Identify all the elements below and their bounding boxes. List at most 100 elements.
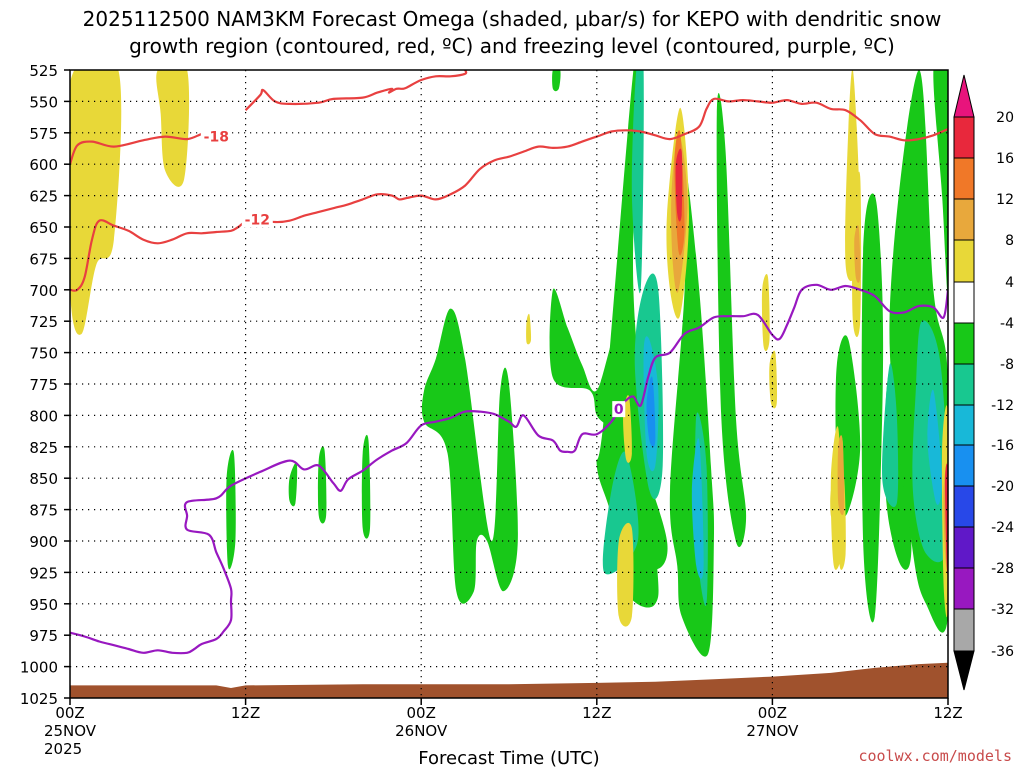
omega-region-17 — [631, 70, 644, 294]
contour-label-bg — [612, 401, 626, 418]
colorbar-tick-label: -36 — [991, 644, 1014, 660]
colorbar-tick-label: -12 — [991, 398, 1014, 414]
y-tick-label: 825 — [29, 439, 58, 457]
omega-region-41 — [837, 435, 845, 515]
colorbar-tick-label: 20 — [996, 110, 1014, 126]
colorbar-bin — [953, 239, 975, 283]
y-tick-label: 850 — [29, 470, 58, 488]
colorbar-tick-label: -28 — [991, 561, 1014, 577]
omega-shading — [70, 70, 948, 657]
omega-region-15 — [933, 70, 948, 294]
contour-label-bg — [200, 128, 232, 145]
y-tick-label: 900 — [29, 533, 58, 551]
y-tick-label: 525 — [29, 62, 58, 80]
omega-region-24 — [691, 438, 704, 579]
contour-label: -18 — [204, 130, 229, 146]
x-tick-label: 12Z — [933, 704, 962, 722]
omega-region-12 — [861, 193, 884, 623]
omega-region-26 — [646, 376, 656, 447]
x-tick-label: 00Z — [758, 704, 787, 722]
colorbar-tick-label: -4 — [1000, 316, 1014, 332]
y-tick-label: 1000 — [20, 659, 58, 677]
colorbar-tick-label: 16 — [996, 151, 1014, 167]
colorbar-bin — [953, 444, 975, 487]
omega-region-5 — [361, 434, 371, 539]
omega-region-10 — [716, 93, 747, 548]
x-tick-label: 26NOV — [395, 722, 448, 740]
omega-region-16 — [552, 70, 561, 92]
contour-label: 0 — [614, 402, 624, 418]
colorbar-bottom-arrow — [953, 650, 975, 691]
y-tick-label: 575 — [29, 125, 58, 143]
y-tick-label: 600 — [29, 156, 58, 174]
omega-region-29 — [617, 522, 634, 627]
y-tick-label: 550 — [29, 93, 58, 111]
contour-label-bg — [241, 211, 273, 228]
omega-region-28 — [623, 395, 632, 463]
y-tick-label: 950 — [29, 596, 58, 614]
x-tick-label: 2025 — [44, 740, 82, 758]
grid-lines — [70, 70, 948, 698]
contour-label: -12 — [245, 212, 270, 228]
omega-region-32 — [769, 350, 778, 409]
y-tick-label: 725 — [29, 313, 58, 331]
y-tick-label: 675 — [29, 250, 58, 268]
x-tick-label: 00Z — [407, 704, 436, 722]
x-tick-label: 12Z — [231, 704, 260, 722]
chart-title-line-2: growth region (contoured, red, ºC) and f… — [129, 34, 895, 58]
colorbar: 20 16 12 8 4 -4 -8 -12 -16 -20 -24 -28 -32 -36 — [953, 74, 1014, 691]
y-tick-label: 750 — [29, 345, 58, 363]
colorbar-bin — [953, 116, 975, 159]
colorbar-tick-label: 12 — [996, 192, 1014, 208]
colorbar-bin — [953, 608, 975, 652]
credit-text: coolwx.com/models — [858, 747, 1012, 765]
omega-region-45 — [675, 148, 683, 222]
y-tick-label: 975 — [29, 627, 58, 645]
contour-labels: -18 -12 0 — [200, 128, 626, 418]
x-tick-label: 00Z — [55, 704, 84, 722]
omega-region-30 — [526, 313, 532, 345]
y-tick-label: 1025 — [20, 690, 58, 708]
plot-area — [70, 70, 948, 698]
colorbar-bin — [953, 322, 975, 365]
omega-region-4 — [317, 446, 327, 524]
y-tick-label: 625 — [29, 188, 58, 206]
omega-region-3 — [288, 462, 298, 507]
colorbar-tick-label: -24 — [991, 520, 1014, 536]
colorbar-bin — [953, 485, 975, 528]
contour-line-2 — [70, 97, 948, 292]
x-axis-label: Forecast Time (UTC) — [418, 748, 599, 768]
x-tick-label: 25NOV — [44, 722, 97, 740]
omega-region-31 — [761, 274, 770, 352]
omega-region-22 — [882, 363, 899, 508]
y-tick-label: 925 — [29, 564, 58, 582]
y-tick-label: 650 — [29, 219, 58, 237]
pressure-axis: 525 550 575 600 625 650 675 700 725 750 775 800 825 8… — [20, 62, 70, 708]
omega-region-1 — [156, 70, 190, 187]
colorbar-bin — [953, 526, 975, 569]
colorbar-tick-label: -8 — [1000, 357, 1014, 373]
colorbar-bin — [953, 363, 975, 406]
colorbar-bin — [953, 567, 975, 610]
terrain-layer — [70, 662, 948, 698]
omega-region-8 — [596, 70, 659, 608]
contour-line-3 — [70, 283, 948, 655]
terrain — [70, 662, 948, 698]
omega-region-2 — [226, 449, 236, 570]
y-tick-label: 875 — [29, 502, 58, 520]
omega-region-6 — [421, 308, 518, 604]
y-tick-label: 775 — [29, 376, 58, 394]
y-tick-label: 700 — [29, 282, 58, 300]
x-tick-label: 12Z — [582, 704, 611, 722]
y-tick-label: 800 — [29, 407, 58, 425]
chart-title-line-1: 2025112500 NAM3KM Forecast Omega (shaded… — [83, 7, 942, 31]
omega-region-0 — [70, 70, 122, 335]
colorbar-tick-label: -20 — [991, 479, 1014, 495]
x-tick-label: 27NOV — [746, 722, 799, 740]
contour-line-0 — [70, 132, 206, 165]
colorbar-bin — [953, 198, 975, 241]
colorbar-bin — [953, 281, 975, 324]
colorbar-tick-label: -16 — [991, 438, 1014, 454]
